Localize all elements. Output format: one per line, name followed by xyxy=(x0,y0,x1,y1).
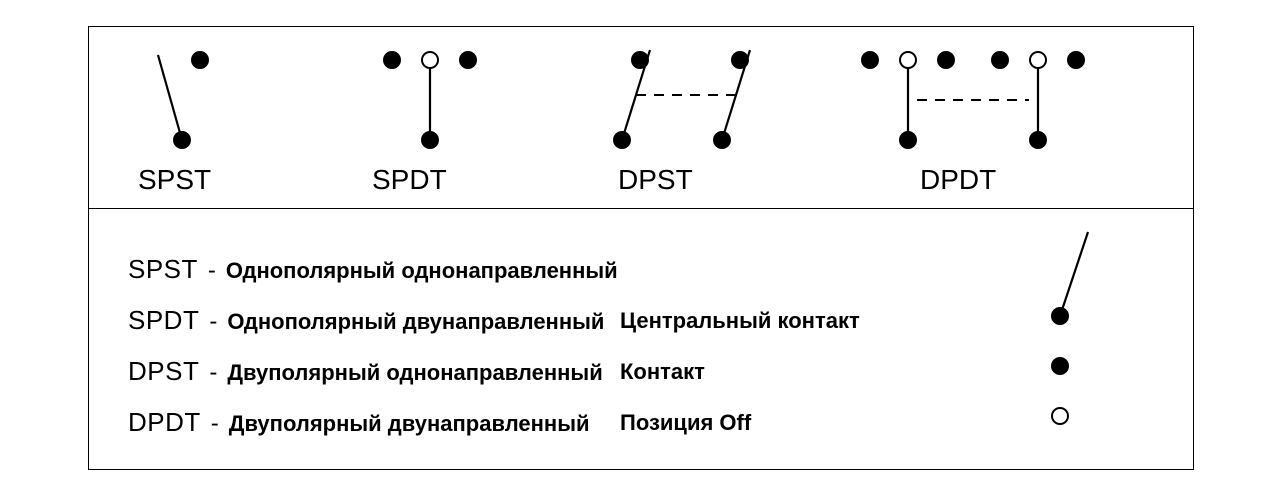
legend-abbr: DPDT xyxy=(128,407,201,438)
legend-dash: - xyxy=(208,257,216,285)
legend-desc: Однополярный двунаправленный xyxy=(227,309,604,335)
legend-desc: Двуполярный однонаправленный xyxy=(227,360,602,386)
legend-row-dpst: DPST - Двуполярный однонаправленный xyxy=(128,356,603,387)
spdt-label: SPDT xyxy=(372,164,447,196)
legend-row-spdt: SPDT - Однополярный двунаправленный xyxy=(128,305,604,336)
legend-desc: Двуполярный двунаправленный xyxy=(229,411,590,437)
dpdt-label: DPDT xyxy=(920,164,996,196)
legend-abbr: DPST xyxy=(128,356,199,387)
legend-row-dpdt: DPDT - Двуполярный двунаправленный xyxy=(128,407,590,438)
legend-abbr: SPDT xyxy=(128,305,199,336)
legend-abbr: SPST xyxy=(128,254,198,285)
spst-label: SPST xyxy=(138,164,211,196)
legend-extra-central: Центральный контакт xyxy=(620,308,860,334)
legend-dash: - xyxy=(211,410,219,438)
legend-row-spst: SPST - Однополярный однонаправленный xyxy=(128,254,618,285)
dpst-label: DPST xyxy=(618,164,693,196)
legend-extra-contact: Контакт xyxy=(620,359,705,385)
legend-extra-off: Позиция Off xyxy=(620,410,751,436)
legend-desc: Однополярный однонаправленный xyxy=(226,258,618,284)
legend-dash: - xyxy=(209,359,217,387)
legend-dash: - xyxy=(209,308,217,336)
